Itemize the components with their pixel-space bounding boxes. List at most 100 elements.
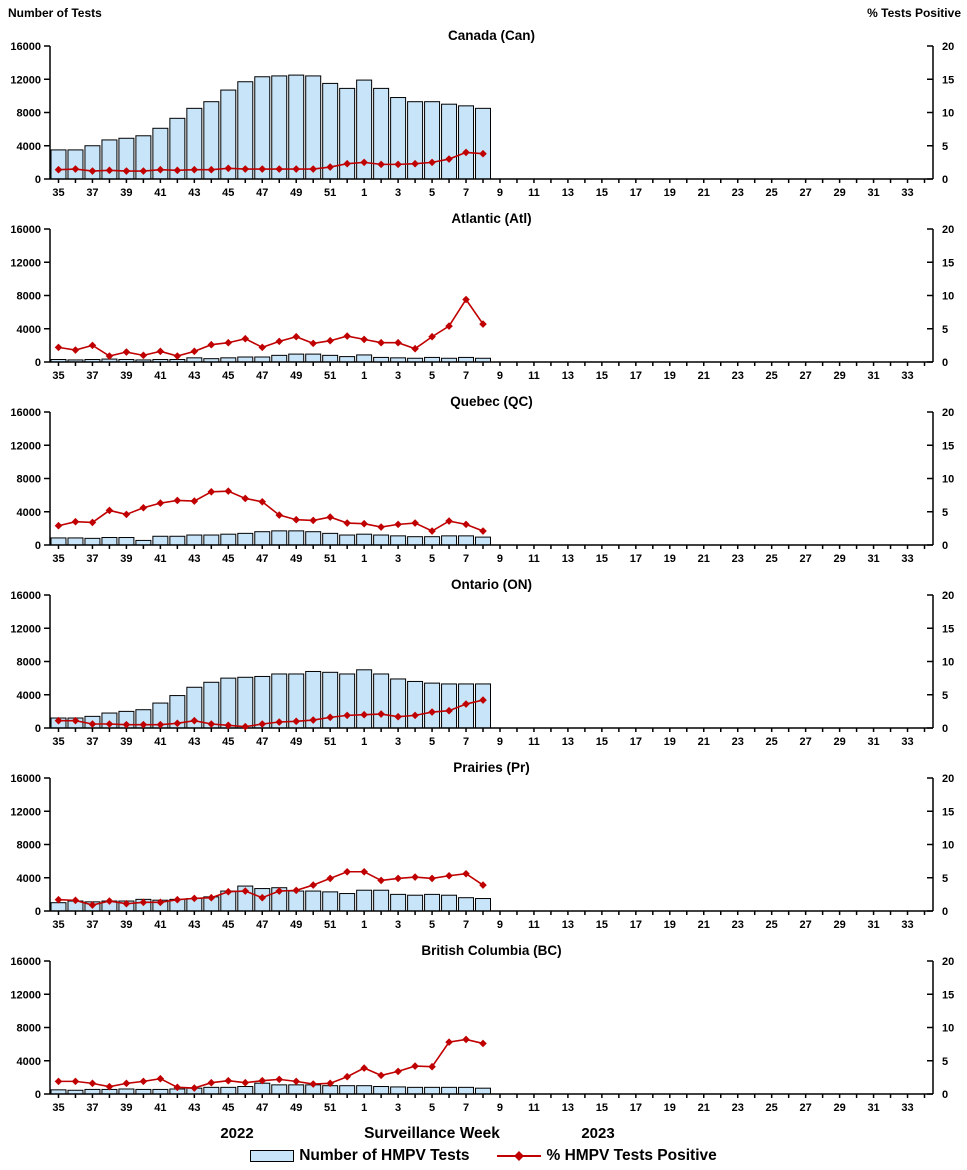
test-count-bar [475,1087,491,1095]
left-axis-tick-label: 0 [35,357,41,369]
percent-positive-point [360,519,368,528]
percent-positive-point [258,165,267,173]
percent-positive-point [71,346,80,354]
x-axis-footer: 2022 Surveillance Week 2023 Number of HM… [0,1124,967,1170]
test-count-bar [186,534,203,546]
week-tick-label: 1 [361,1102,367,1114]
year-2022-label: 2022 [220,1125,254,1142]
percent-positive-point [139,720,148,729]
percent-positive-point [156,499,165,507]
test-count-bar [322,532,339,546]
test-count-bar [118,537,135,546]
percent-positive-point [139,503,148,512]
percent-positive-point [309,516,318,525]
percent-positive-point [292,515,301,524]
test-count-bar [237,81,254,180]
week-tick-label: 41 [154,1102,166,1114]
week-tick-label: 9 [497,736,503,748]
percent-positive-point [445,871,453,880]
percent-positive-point [241,165,250,173]
percent-positive-point [479,881,487,889]
left-axis-tick-label: 0 [35,906,41,918]
percent-positive-point [411,344,419,353]
legend-positive-label: % HMPV Tests Positive [546,1147,717,1164]
week-tick-label: 11 [528,1102,540,1114]
left-axis-tick-label: 4000 [17,324,41,336]
left-axis-tick-label: 4000 [17,507,41,519]
percent-positive-point [156,165,165,174]
percent-positive-point [326,336,334,345]
percent-positive-point [139,351,148,360]
percent-positive-point [326,163,334,171]
left-axis-tick-label: 16000 [10,224,41,236]
test-count-bar [339,534,356,546]
percent-positive-point [479,696,487,704]
percent-positive-point [122,899,131,908]
test-count-bar [458,897,475,912]
right-axis-tick-label: 15 [942,440,954,452]
percent-positive-point [445,517,453,525]
week-tick-label: 1 [361,370,367,382]
week-tick-label: 39 [120,370,132,382]
charts-container: Canada (Can) 0 4000 8000 12000 16000 0 5 10 15 20 3… [0,26,967,1124]
week-tick-label: 33 [901,187,913,199]
percent-positive-point [275,887,284,895]
test-count-bar [288,74,305,180]
test-count-bar [305,75,322,180]
week-tick-label: 45 [222,1102,234,1114]
percent-positive-point [360,1064,368,1072]
week-tick-label: 41 [154,919,166,931]
percent-positive-point [275,337,284,346]
percent-positive-point [309,716,318,724]
test-count-bar [339,673,356,729]
test-count-bar [339,1085,356,1095]
week-tick-label: 29 [833,1102,845,1114]
legend: Number of HMPV Tests % HMPV Tests Positi… [0,1147,967,1165]
week-tick-label: 9 [497,919,503,931]
week-tick-label: 5 [429,919,435,931]
week-tick-label: 49 [290,736,302,748]
week-tick-label: 25 [766,919,778,931]
percent-positive-point [122,1079,131,1088]
left-axis-tick-label: 12000 [10,806,41,818]
left-axis-tick-label: 16000 [10,773,41,785]
percent-positive-point [207,488,216,496]
week-tick-label: 49 [290,919,302,931]
percent-positive-point [292,717,301,726]
left-axis-tick-label: 12000 [10,257,41,269]
left-axis-tick-label: 0 [35,174,41,186]
percent-positive-point [360,335,368,344]
week-tick-label: 35 [52,370,64,382]
panel-title: Atlantic (Atl) [451,211,531,226]
percent-positive-point [105,506,114,515]
percent-positive-point [224,487,233,495]
percent-positive-point [360,158,368,167]
percent-positive-point [71,716,80,725]
chart-canvas: Prairies (Pr)040008000120001600005101520… [10,760,954,931]
week-tick-label: 31 [867,1102,879,1114]
percent-positive-point [88,1079,97,1088]
percent-positive-point [428,158,436,167]
percent-positive-point [241,494,250,503]
percent-positive-point [309,339,318,348]
percent-positive-point [428,708,436,716]
week-tick-label: 37 [86,919,98,931]
panel-canada-can: Canada (Can) 0 4000 8000 12000 16000 0 5 10 15 20 3… [0,26,967,209]
test-count-bar [441,683,458,729]
week-tick-label: 13 [562,553,574,565]
test-count-bar [288,1084,305,1095]
line-swatch-icon [497,1151,542,1161]
test-count-bar [407,894,424,912]
test-count-bar [390,535,407,546]
week-tick-label: 31 [867,736,879,748]
percent-positive-point [428,527,436,535]
test-count-bar [475,898,491,912]
week-tick-label: 31 [867,187,879,199]
week-tick-label: 41 [154,370,166,382]
week-tick-label: 1 [361,553,367,565]
week-tick-label: 37 [86,1102,98,1114]
test-count-bar [475,107,491,180]
left-axis-tick-label: 12000 [10,74,41,86]
week-tick-label: 21 [698,736,710,748]
percent-positive-point [377,338,385,347]
